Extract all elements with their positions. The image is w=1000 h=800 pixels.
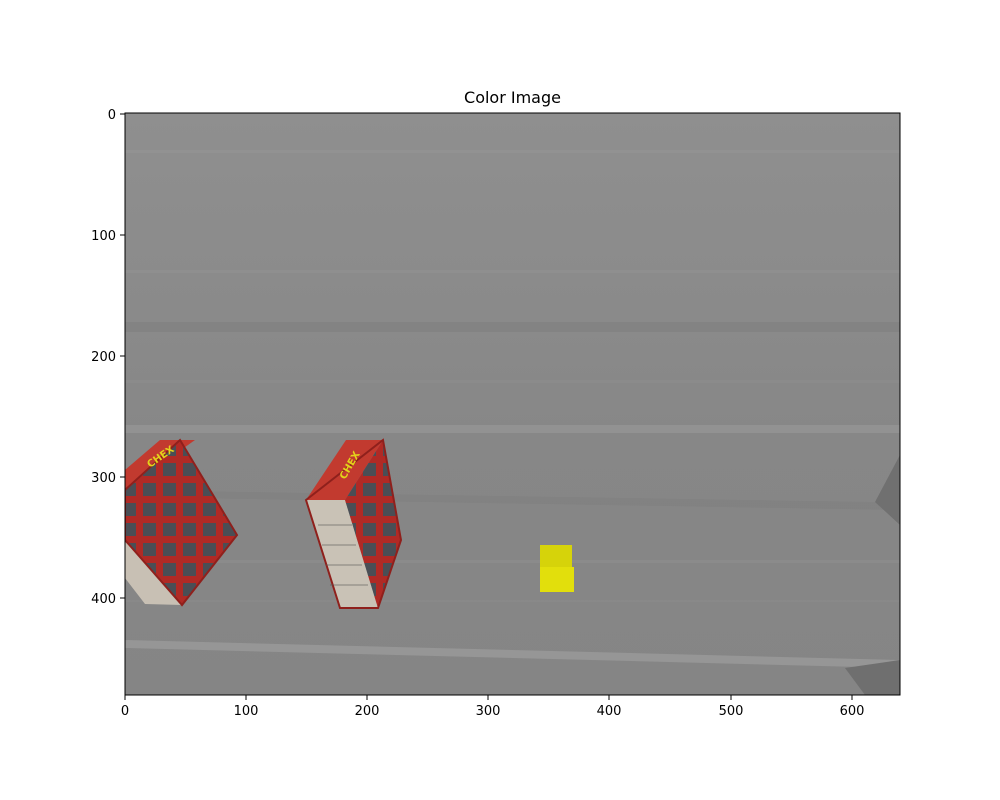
x-tick-label: 500 [719, 704, 744, 719]
x-tick-label: 200 [355, 704, 380, 719]
x-tick-label: 300 [476, 704, 501, 719]
y-tick-label: 300 [91, 471, 116, 486]
y-tick-label: 100 [91, 229, 116, 244]
yellow-cube [540, 545, 574, 592]
x-tick-label: 0 [121, 704, 129, 719]
figure-title: Color Image [464, 88, 561, 107]
x-tick-label: 400 [597, 704, 622, 719]
y-tick-label: 200 [91, 350, 116, 365]
scene-image: CHEX CHEX [125, 113, 900, 695]
cereal-box-middle: CHEX [304, 438, 403, 609]
x-tick-label: 100 [234, 704, 259, 719]
x-tick-label: 600 [840, 704, 865, 719]
cereal-box-left: CHEX [125, 438, 239, 607]
y-tick-label: 400 [91, 592, 116, 607]
y-axis: 0 100 200 300 400 [91, 108, 125, 607]
x-axis: 0 100 200 300 400 500 600 [121, 695, 865, 719]
axes-border [124, 112, 901, 696]
y-tick-label: 0 [108, 108, 116, 123]
